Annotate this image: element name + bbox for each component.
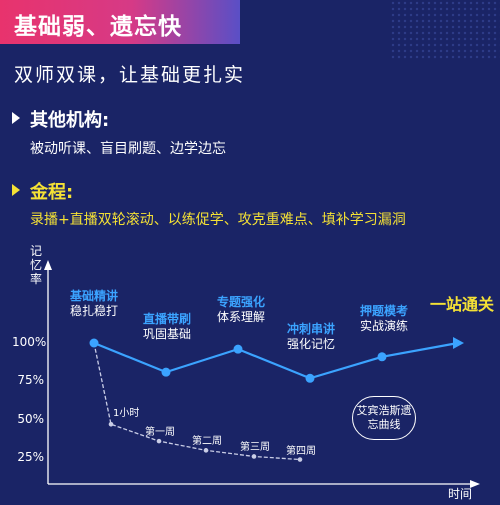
stage-detail: 实战演练 — [360, 319, 409, 333]
final-stage-label: 一站通关 — [430, 295, 495, 314]
forgetting-curve-label: 第四周 — [286, 445, 316, 457]
forgetting-curve-point — [203, 448, 209, 453]
stage-name: 直播带刷 — [143, 312, 192, 326]
ebbinghaus-bubble: 艾宾浩斯遗忘曲线 — [352, 396, 416, 440]
stage-name: 专题强化 — [217, 295, 266, 309]
forgetting-curve-label: 第一周 — [145, 427, 175, 439]
y-axis-label: 记忆率 — [29, 244, 42, 286]
jincheng-heading: 金程: — [30, 182, 74, 203]
forgetting-curve-label: 1小时 — [113, 408, 140, 420]
forgetting-curve-point — [251, 454, 257, 459]
y-axis-arrow-icon — [44, 260, 52, 270]
learning-curve-point — [305, 373, 315, 383]
stage-detail: 稳扎稳打 — [70, 304, 119, 318]
learning-curve-point — [233, 344, 243, 354]
forgetting-curve-point — [297, 457, 303, 462]
forgetting-curve-line — [93, 342, 301, 461]
learning-curve-line — [93, 341, 459, 380]
stage-detail: 强化记忆 — [287, 337, 336, 351]
learning-curve-point — [89, 338, 99, 348]
stage-detail: 体系理解 — [217, 310, 266, 324]
ebbinghaus-label: 艾宾浩斯遗忘曲线 — [356, 404, 412, 431]
stage-name: 冲刺串讲 — [287, 322, 336, 336]
y-tick-label: 50% — [17, 411, 44, 426]
forgetting-curve-point — [108, 421, 114, 427]
forgetting-curve-point — [156, 438, 162, 444]
y-tick-label: 25% — [17, 450, 44, 464]
title-banner: 基础弱、遗忘快 — [0, 0, 240, 44]
stage-name: 押题模考 — [360, 304, 409, 318]
y-tick-label: 75% — [17, 373, 44, 388]
subtitle: 双师双课，让基础更扎实 — [14, 64, 246, 86]
jincheng-body: 录播+直播双轮滚动、以练促学、攻克重难点、填补学习漏洞 — [30, 212, 406, 228]
forgetting-curve-label: 第三周 — [240, 442, 270, 454]
learning-curve-point — [161, 367, 171, 377]
x-axis-arrow-icon — [470, 480, 480, 488]
others-body: 被动听课、盲目刷题、边学边忘 — [30, 141, 226, 157]
learning-curve-point — [377, 352, 387, 362]
bullet-arrow-icon — [12, 112, 20, 124]
learning-curve-arrow-icon — [453, 337, 464, 349]
bullet-arrow-icon — [12, 184, 20, 196]
y-tick-label: 100% — [12, 335, 47, 349]
page-title: 基础弱、遗忘快 — [14, 14, 182, 40]
x-axis-label: 时间 — [448, 487, 473, 501]
background-dot-pattern — [390, 0, 500, 60]
stage-detail: 巩固基础 — [143, 327, 192, 341]
others-heading: 其他机构: — [30, 110, 110, 131]
forgetting-curve-label: 第二周 — [192, 436, 222, 448]
stage-name: 基础精讲 — [70, 289, 119, 303]
